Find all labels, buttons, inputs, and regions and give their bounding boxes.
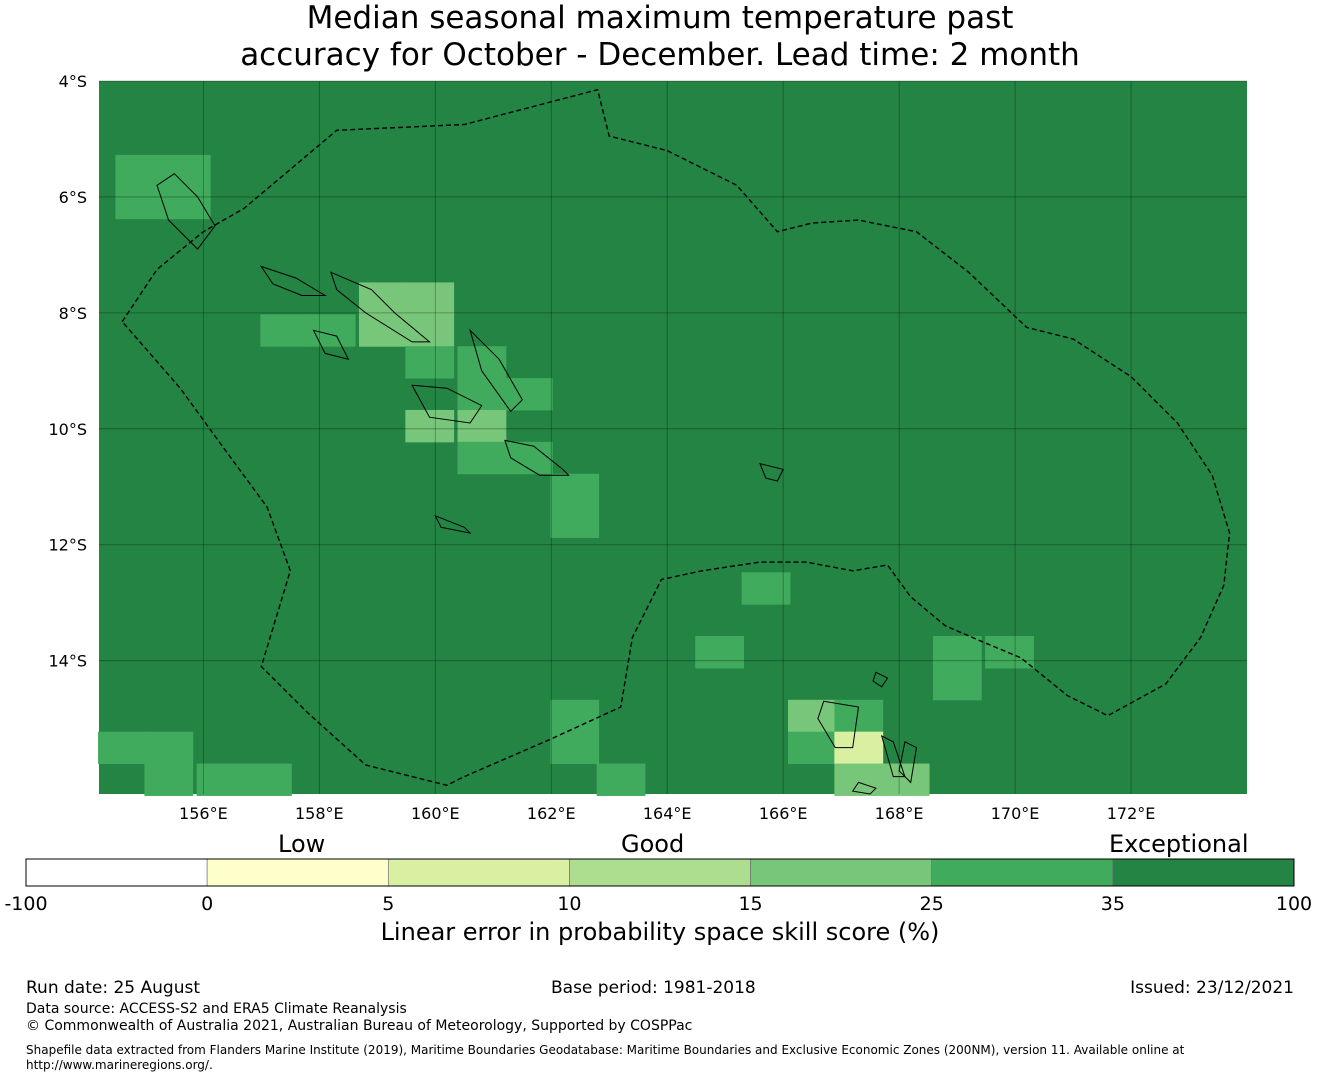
chart-title: Median seasonal maximum temperature past…	[0, 0, 1320, 74]
chart-title-line-1: Median seasonal maximum temperature past	[306, 0, 1014, 36]
colorbar-bin	[206, 858, 389, 887]
lon-tick-label: 166°E	[759, 804, 808, 823]
category-label-exceptional: Exceptional	[1109, 830, 1249, 858]
map-cell	[932, 667, 982, 701]
map-cell	[788, 731, 837, 765]
colorbar-tick-label: 35	[1101, 893, 1125, 915]
island-outline	[872, 671, 889, 688]
colorbar-tick-label: 5	[382, 893, 394, 915]
colorbar-tick-label: 10	[557, 893, 581, 915]
map-cell	[405, 314, 455, 347]
colorbar-bin	[569, 858, 751, 887]
colorbar-bin	[1112, 858, 1295, 887]
chart-title-line-2: accuracy for October - December. Lead ti…	[240, 37, 1080, 73]
data-source: Data source: ACCESS-S2 and ERA5 Climate …	[26, 1001, 407, 1017]
map-cell	[834, 699, 884, 733]
map-cell	[695, 636, 745, 669]
lon-tick-label: 160°E	[411, 804, 460, 823]
lon-tick-label: 172°E	[1107, 804, 1156, 823]
lon-tick-label: 170°E	[991, 804, 1040, 823]
island-outline	[759, 462, 784, 482]
map-cell	[932, 636, 982, 669]
map-cell	[457, 409, 507, 443]
map-cell	[788, 699, 837, 733]
map-cell	[550, 505, 600, 538]
map-cell	[98, 731, 147, 765]
colorbar-title: Linear error in probability space skill …	[380, 918, 940, 946]
map-cell	[196, 763, 246, 796]
map-cell	[358, 314, 408, 347]
lon-tick-label: 168°E	[875, 804, 924, 823]
map-cell	[741, 572, 791, 605]
lat-tick-label: 10°S	[48, 420, 87, 439]
island-outline	[330, 271, 431, 343]
island-outline	[898, 741, 918, 784]
map-layer: 4°S 6°S 8°S 10°S 12°S 14°S 156°E 158°E 160°E 162°…	[48, 72, 1247, 823]
lat-tick-label: 12°S	[48, 536, 87, 555]
map-cell	[405, 409, 455, 443]
lon-tick-label: 156°E	[179, 804, 228, 823]
copyright: © Commonwealth of Australia 2021, Austra…	[26, 1018, 693, 1034]
skill-score-map: 4°S 6°S 8°S 10°S 12°S 14°S 156°E 158°E 160°E 162°…	[4, 72, 1312, 915]
map-cell	[260, 314, 310, 347]
lon-tick-label: 162°E	[527, 804, 576, 823]
map-cell	[161, 186, 211, 220]
colorbar-bin	[750, 858, 933, 887]
category-label-low: Low	[278, 830, 326, 858]
map-cell	[161, 154, 211, 188]
island-outline	[312, 329, 350, 360]
lon-tick-label: 158°E	[295, 804, 344, 823]
lat-tick-label: 14°S	[48, 652, 87, 671]
colorbar-bin	[387, 858, 570, 887]
colorbar-tick-label: 0	[201, 893, 213, 915]
island-outline	[411, 384, 483, 424]
map-background	[99, 81, 1247, 794]
map-cell	[880, 763, 930, 796]
island-outline	[504, 439, 570, 476]
island-outline	[156, 173, 216, 250]
map-cell	[144, 731, 194, 765]
map-cell	[550, 473, 600, 507]
map-cell	[457, 346, 507, 379]
issued-date: Issued: 23/12/2021	[1130, 978, 1294, 998]
map-cell	[457, 441, 507, 475]
map-cell	[144, 763, 194, 796]
map-cell	[550, 699, 600, 733]
colorbar-tick-label: 100	[1276, 893, 1312, 915]
map-cell	[985, 636, 1034, 669]
island-outline	[260, 265, 327, 296]
map-cell	[242, 763, 292, 796]
colorbar-tick-label: -100	[4, 893, 47, 915]
island-outline	[469, 328, 523, 413]
island-outline	[434, 514, 472, 534]
lat-tick-label: 6°S	[59, 188, 87, 207]
lat-tick-label: 8°S	[59, 304, 87, 323]
shapefile-credit: Shapefile data extracted from Flanders M…	[26, 1043, 1185, 1072]
map-cell	[503, 378, 553, 411]
colorbar-tick-label: 15	[738, 893, 762, 915]
map-cell	[115, 186, 165, 220]
colorbar-bin	[931, 858, 1114, 887]
map-cell	[550, 731, 600, 765]
map-cell	[834, 763, 884, 796]
colorbar: -100 0 5 10 15 25 35 100	[4, 858, 1312, 915]
island-outline	[851, 781, 877, 795]
lon-tick-label: 164°E	[643, 804, 692, 823]
colorbar-bin	[25, 858, 208, 887]
map-cell	[115, 154, 165, 188]
run-date: Run date: 25 August	[26, 978, 200, 998]
island-outline	[817, 700, 860, 749]
eez-boundary	[121, 88, 1231, 787]
colorbar-tick-label: 25	[920, 893, 944, 915]
lat-tick-label: 4°S	[59, 72, 87, 91]
map-cell	[405, 346, 455, 379]
map-cell	[405, 282, 455, 315]
map-cell	[596, 763, 646, 796]
colorbar-frame	[25, 858, 1295, 887]
base-period: Base period: 1981-2018	[551, 978, 756, 998]
category-label-good: Good	[621, 830, 685, 858]
